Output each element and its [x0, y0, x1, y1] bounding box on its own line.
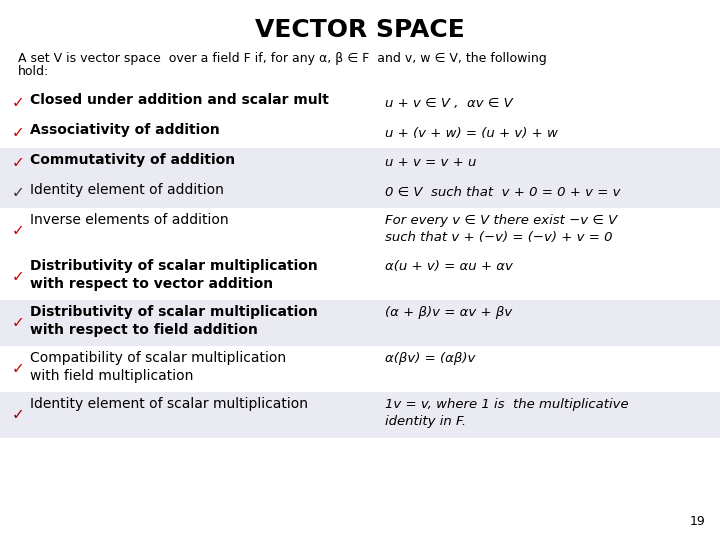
Text: ✓: ✓: [12, 269, 24, 285]
Text: α(βv) = (αβ)v: α(βv) = (αβ)v: [385, 352, 475, 365]
Text: Associativity of addition: Associativity of addition: [30, 123, 220, 137]
Bar: [0, 148, 720, 178]
Text: Distributivity of scalar multiplication
with respect to vector addition: Distributivity of scalar multiplication …: [30, 259, 318, 291]
Text: ✓: ✓: [12, 156, 24, 171]
Text: Commutativity of addition: Commutativity of addition: [30, 153, 235, 167]
Text: Distributivity of scalar multiplication
with respect to field addition: Distributivity of scalar multiplication …: [30, 305, 318, 337]
Text: ✓: ✓: [12, 408, 24, 422]
Text: 19: 19: [689, 515, 705, 528]
Text: Inverse elements of addition: Inverse elements of addition: [30, 213, 229, 227]
Text: hold:: hold:: [18, 65, 49, 78]
Text: ✓: ✓: [12, 224, 24, 239]
Text: ✓: ✓: [12, 361, 24, 376]
Text: Identity element of scalar multiplication: Identity element of scalar multiplicatio…: [30, 397, 308, 411]
Text: ✓: ✓: [12, 186, 24, 200]
Text: Compatibility of scalar multiplication
with field multiplication: Compatibility of scalar multiplication w…: [30, 351, 286, 383]
Bar: [0, 392, 720, 438]
Text: 1v = v, where 1 is  the multiplicative
identity in F.: 1v = v, where 1 is the multiplicative id…: [385, 398, 629, 428]
Text: 0 ∈ V  such that  v + 0 = 0 + v = v: 0 ∈ V such that v + 0 = 0 + v = v: [385, 186, 621, 199]
Text: For every v ∈ V there exist −v ∈ V
such that v + (−v) = (−v) + v = 0: For every v ∈ V there exist −v ∈ V such …: [385, 214, 617, 244]
Text: ✓: ✓: [12, 96, 24, 111]
Text: Closed under addition and scalar mult: Closed under addition and scalar mult: [30, 93, 329, 107]
Bar: [0, 300, 720, 346]
Text: u + v ∈ V ,  αv ∈ V: u + v ∈ V , αv ∈ V: [385, 97, 513, 110]
Text: VECTOR SPACE: VECTOR SPACE: [255, 18, 465, 42]
Text: α(u + v) = αu + αv: α(u + v) = αu + αv: [385, 260, 513, 273]
Text: ✓: ✓: [12, 125, 24, 140]
Text: u + (v + w) = (u + v) + w: u + (v + w) = (u + v) + w: [385, 126, 558, 139]
Bar: [0, 178, 720, 208]
Text: A set V is vector space  over a field F if, for any α, β ∈ F  and v, w ∈ V, the : A set V is vector space over a field F i…: [18, 52, 546, 65]
Text: (α + β)v = αv + βv: (α + β)v = αv + βv: [385, 306, 512, 319]
Text: u + v = v + u: u + v = v + u: [385, 157, 477, 170]
Text: ✓: ✓: [12, 315, 24, 330]
Text: Identity element of addition: Identity element of addition: [30, 183, 224, 197]
